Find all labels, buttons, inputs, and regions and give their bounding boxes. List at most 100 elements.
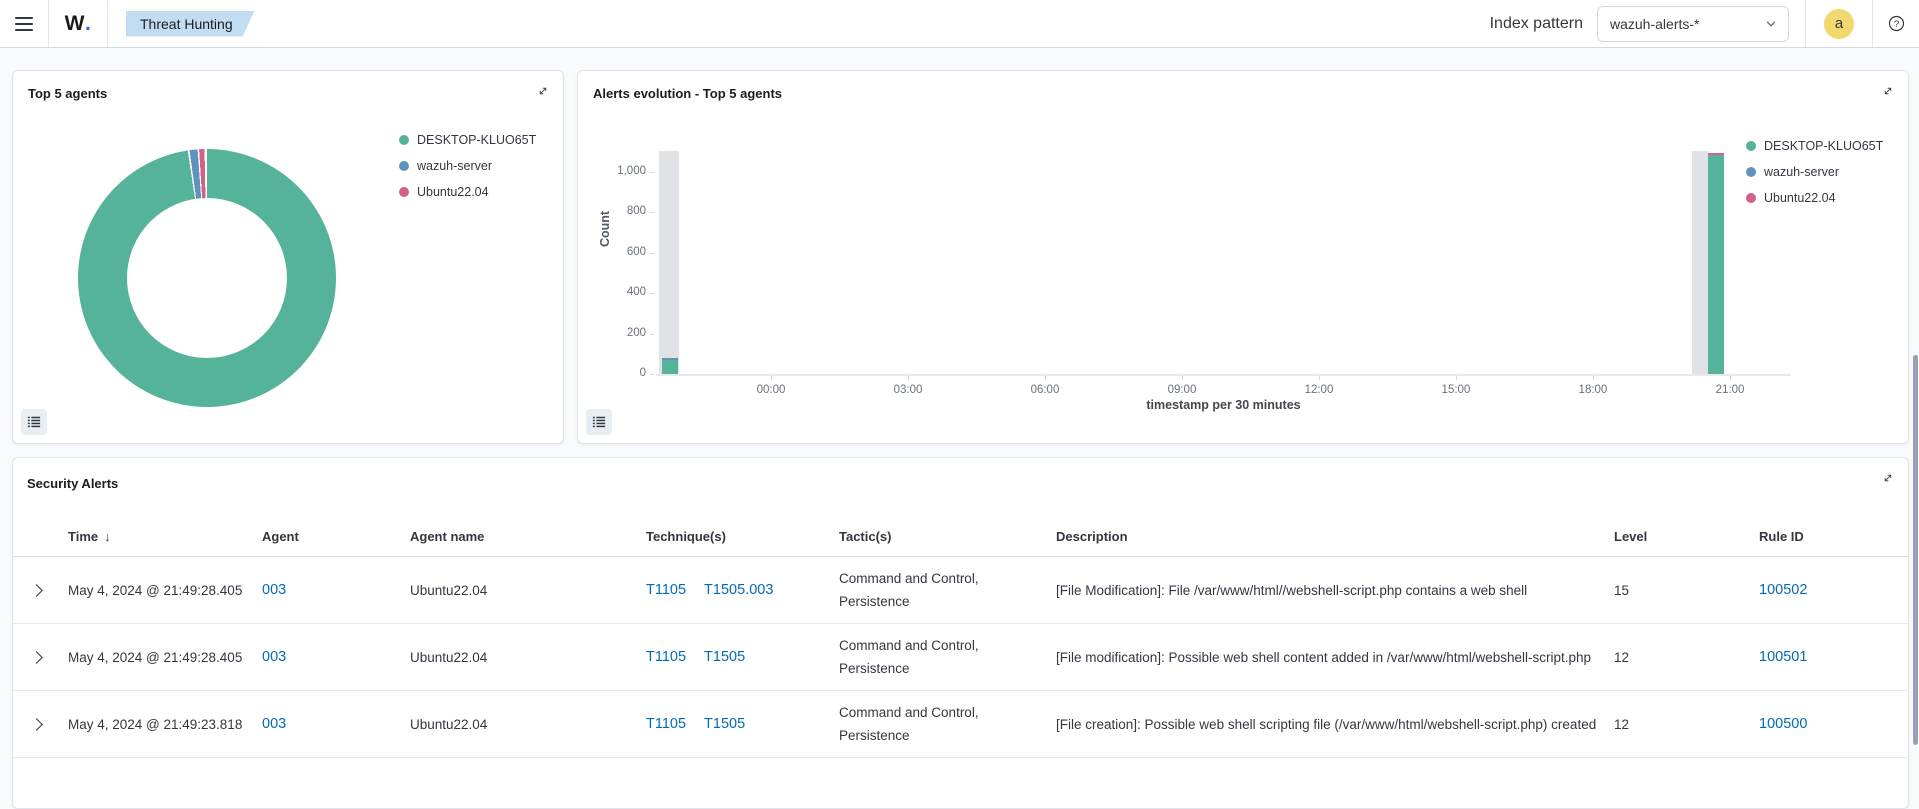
rule-id-link[interactable]: 100502 [1759,579,1807,602]
index-pattern-select[interactable]: wazuh-alerts-* [1597,6,1789,42]
index-pattern-label: Index pattern [1490,15,1583,33]
technique-link[interactable]: T1105 [646,713,686,736]
row-expand-chevron-icon[interactable] [13,624,60,690]
agent-link[interactable]: 003 [262,646,286,669]
cell-rule-id: 100501 [1751,624,1908,690]
legend-toggle-list-icon[interactable] [586,409,612,435]
x-axis-tick [1045,375,1046,380]
panel-top-5-agents: Top 5 agents DESKTOP-KLUO65T wazuh-server… [12,70,564,444]
wazuh-logo[interactable]: W. [49,12,107,36]
y-axis-tick-label: 600 [596,246,646,258]
legend-dot-icon [1746,193,1756,203]
cell-techniques: T1105 T1505 [638,691,831,757]
agent-link[interactable]: 003 [262,579,286,602]
legend-item[interactable]: Ubuntu22.04 [1746,185,1883,211]
x-axis-tick-label: 21:00 [1695,384,1765,396]
column-header-time[interactable]: Time↓ [60,516,254,556]
technique-link[interactable]: T1505.003 [704,579,773,602]
column-header-description[interactable]: Description [1048,516,1606,556]
legend-item[interactable]: Ubuntu22.04 [399,179,536,205]
rule-id-link[interactable]: 100501 [1759,646,1807,669]
chart-legend: DESKTOP-KLUO65T wazuh-serverUbuntu22.04 [1746,133,1883,211]
top-navigation-bar: W. Threat Hunting Index pattern wazuh-al… [0,0,1919,48]
x-axis-tick [1319,375,1320,380]
column-header-techniques[interactable]: Technique(s) [638,516,831,556]
cell-description: [File creation]: Possible web shell scri… [1048,691,1606,757]
agent-link[interactable]: 003 [262,713,286,736]
y-axis-tick-label: 0 [596,367,646,379]
divider [1805,0,1806,47]
x-axis-tick-label: 15:00 [1421,384,1491,396]
table-row: May 4, 2024 @ 21:49:28.405003Ubuntu22.04… [13,557,1908,624]
legend-item[interactable]: wazuh-server [399,153,536,179]
rule-id-link[interactable]: 100500 [1759,713,1807,736]
expand-panel-icon[interactable] [1877,467,1899,489]
bar-chart-plot-area[interactable]: 02004006008001,00000:0003:0006:0009:0012… [656,151,1791,374]
y-axis-tick [649,374,654,375]
technique-link[interactable]: T1505 [704,713,745,736]
cell-time: May 4, 2024 @ 21:49:28.405 [60,624,254,690]
column-header-agent-name[interactable]: Agent name [402,516,638,556]
technique-link[interactable]: T1105 [646,579,686,602]
bar-segment-wazuh-server[interactable] [662,358,678,360]
column-header-tactics[interactable]: Tactic(s) [831,516,1048,556]
cell-techniques: T1105 T1505.003 [638,557,831,623]
x-axis-tick-label: 18:00 [1558,384,1628,396]
partial-bucket-endzone [1692,151,1708,374]
cell-agent-name: Ubuntu22.04 [402,624,638,690]
legend-label: wazuh-server [417,159,492,173]
y-axis-tick [649,172,654,173]
x-axis-tick-label: 06:00 [1010,384,1080,396]
menu-hamburger-icon[interactable] [0,0,48,47]
panel-title: Alerts evolution - Top 5 agents [593,86,782,101]
cell-agent: 003 [254,691,402,757]
column-header-level[interactable]: Level [1606,516,1751,556]
page-scrollbar[interactable] [1913,355,1918,745]
y-axis-tick [649,212,654,213]
x-axis-tick [1456,375,1457,380]
divider [107,0,108,47]
cell-level: 15 [1606,557,1751,623]
legend-item[interactable]: DESKTOP-KLUO65T [1746,133,1883,159]
legend-label: DESKTOP-KLUO65T [1764,139,1883,153]
bar-segment-Ubuntu22.04[interactable] [1708,153,1724,155]
cell-level: 12 [1606,691,1751,757]
x-axis-tick-label: 12:00 [1284,384,1354,396]
row-expand-chevron-icon[interactable] [13,691,60,757]
security-alerts-table: Time↓ Agent Agent name Technique(s) Tact… [13,516,1908,758]
legend-label: DESKTOP-KLUO65T [417,133,536,147]
row-expand-chevron-icon[interactable] [13,557,60,623]
bar-segment-DESKTOP-KLUO65T[interactable] [1708,155,1724,374]
column-header-agent[interactable]: Agent [254,516,402,556]
bar-segment-DESKTOP-KLUO65T[interactable] [662,360,678,374]
panel-title: Security Alerts [27,476,118,491]
column-header-rule-id[interactable]: Rule ID [1751,516,1908,556]
svg-text:?: ? [1893,19,1898,30]
logo-text: W [65,12,85,36]
breadcrumb[interactable]: Threat Hunting [126,11,255,37]
legend-label: Ubuntu22.04 [417,185,489,199]
x-axis-tick-label: 00:00 [736,384,806,396]
technique-link[interactable]: T1505 [704,646,745,669]
technique-link[interactable]: T1105 [646,646,686,669]
legend-item[interactable]: wazuh-server [1746,159,1883,185]
cell-rule-id: 100502 [1751,557,1908,623]
expand-panel-icon[interactable] [532,80,554,102]
legend-toggle-list-icon[interactable] [21,409,47,435]
legend-dot-icon [399,135,409,145]
partial-bucket-endzone [659,151,679,374]
cell-time: May 4, 2024 @ 21:49:23.818 [60,691,254,757]
legend-item[interactable]: DESKTOP-KLUO65T [399,127,536,153]
x-axis-tick-label: 09:00 [1147,384,1217,396]
expand-panel-icon[interactable] [1877,80,1899,102]
help-icon[interactable]: ? [1873,14,1919,33]
avatar[interactable]: a [1824,9,1854,39]
cell-tactics: Command and Control, Persistence [831,691,1048,757]
y-axis-tick [649,334,654,335]
legend-dot-icon [1746,141,1756,151]
logo-dot: . [85,12,91,36]
index-pattern-value: wazuh-alerts-* [1610,16,1699,32]
donut-chart-top-agents[interactable] [78,149,336,407]
cell-tactics: Command and Control, Persistence [831,557,1048,623]
panel-title: Top 5 agents [28,86,107,101]
